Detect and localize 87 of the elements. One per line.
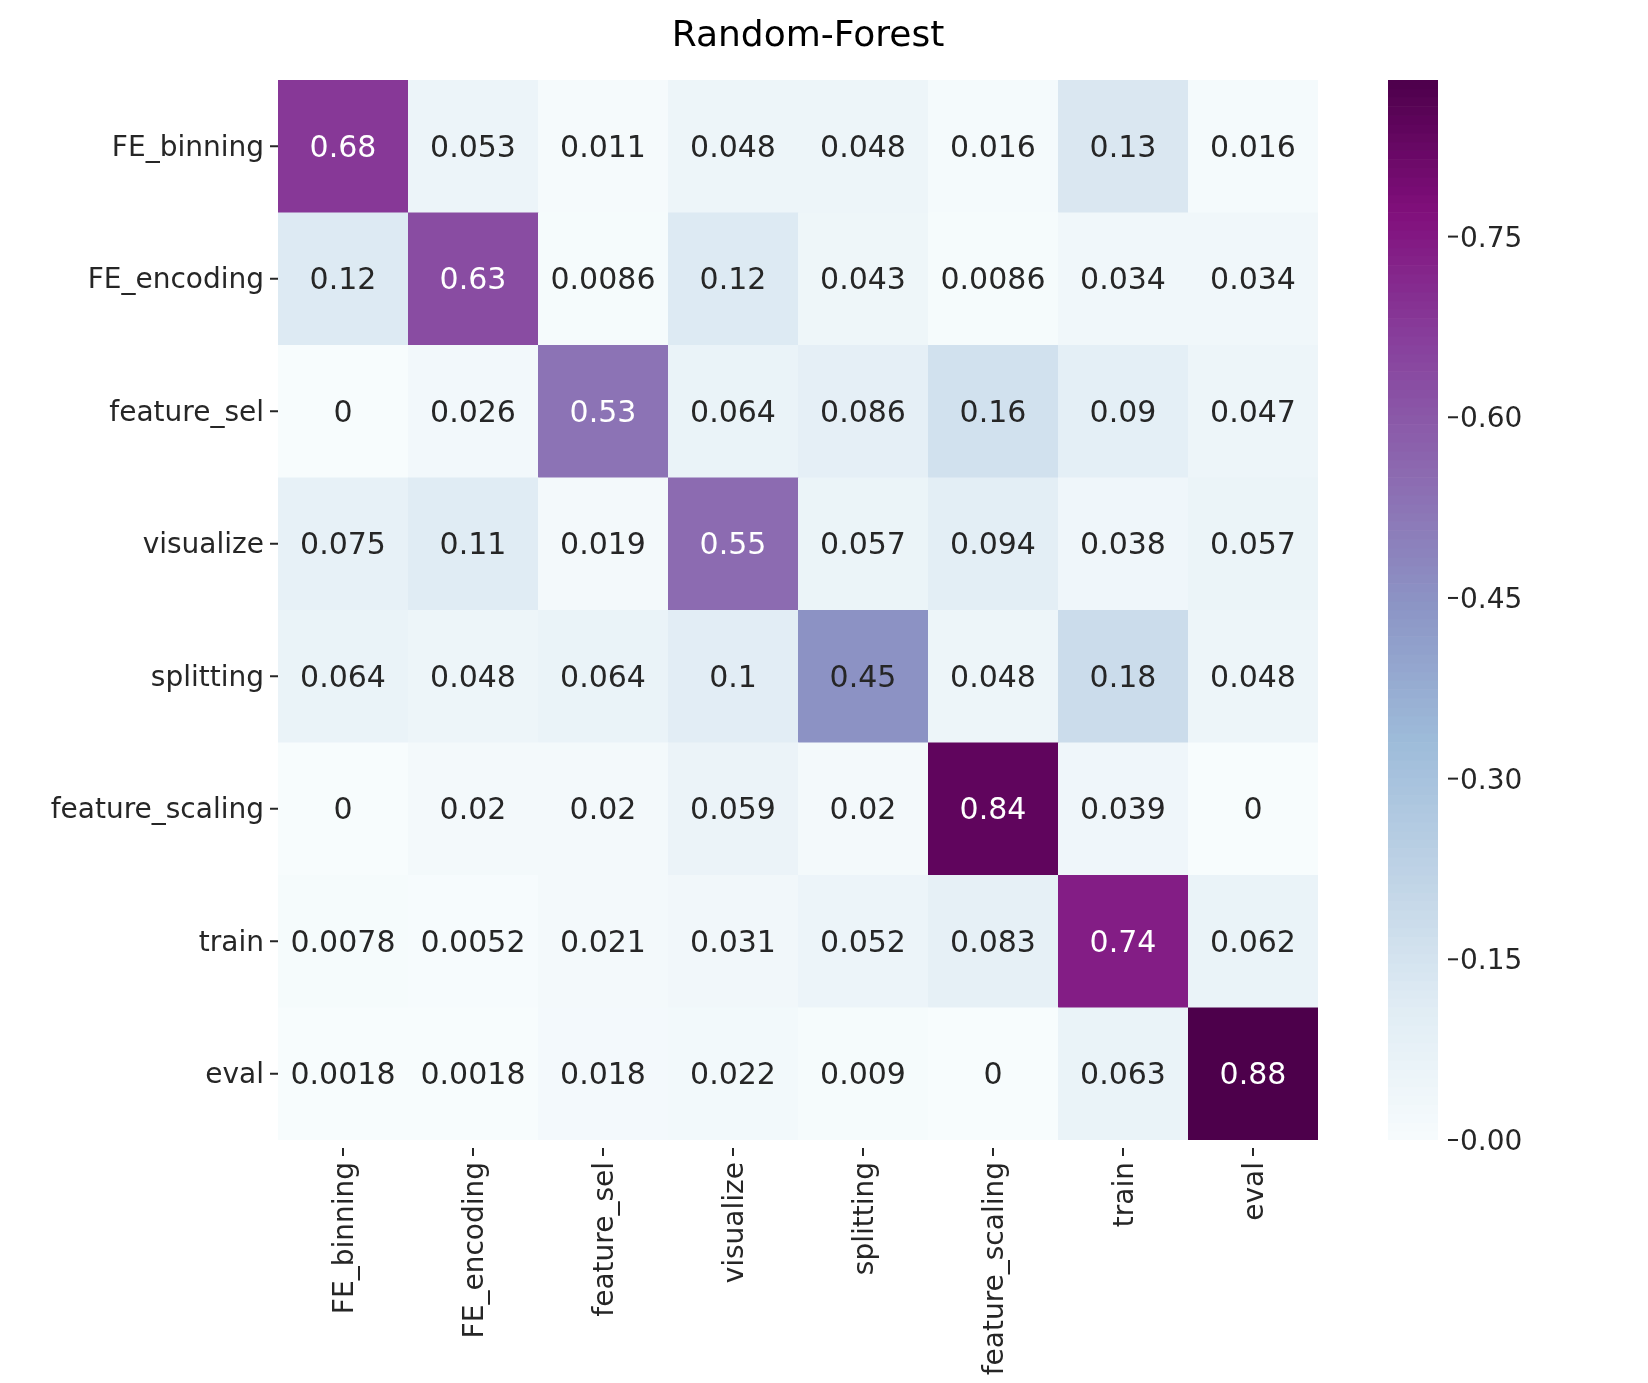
data-label: 0.039 [1080, 791, 1166, 827]
data-label: 0.064 [560, 658, 646, 694]
y-tick-label: feature_scaling [50, 792, 264, 826]
data-label: 0.057 [1210, 526, 1296, 562]
data-label: 0.88 [1219, 1056, 1287, 1092]
data-label: 0.048 [690, 128, 776, 164]
data-label: 0.019 [560, 526, 646, 562]
data-label: 0.0018 [420, 1056, 526, 1092]
data-label: 0.043 [820, 261, 906, 297]
x-tick-label: visualize [716, 1162, 750, 1284]
data-label: 0 [983, 1056, 1003, 1092]
data-label: 0.063 [1080, 1056, 1166, 1092]
data-label: 0.0052 [420, 923, 526, 959]
data-label: 0.13 [1089, 128, 1157, 164]
data-label: 0.016 [950, 128, 1036, 164]
data-label: 0.0086 [940, 261, 1046, 297]
color-bar-label: 0.00 [1460, 1123, 1523, 1157]
data-label: 0.011 [560, 128, 646, 164]
data-label: 0.053 [430, 128, 516, 164]
x-tick-label: FE_binning [326, 1162, 360, 1315]
y-tick-label: feature_sel [109, 394, 264, 428]
data-label: 0.45 [829, 658, 897, 694]
data-label: 0.059 [690, 791, 776, 827]
data-label: 0.0018 [290, 1056, 396, 1092]
data-label: 0.038 [1080, 526, 1166, 562]
data-label: 0.021 [560, 923, 646, 959]
color-bar-label: 0.45 [1460, 581, 1523, 615]
data-label: 0 [333, 393, 353, 429]
data-label: 0.02 [829, 791, 897, 827]
x-tick-label: splitting [846, 1162, 880, 1276]
data-label: 0.0078 [290, 923, 396, 959]
x-tick-label: eval [1236, 1162, 1270, 1221]
x-tick-label: feature_scaling [976, 1162, 1010, 1376]
y-tick-label: visualize [142, 527, 264, 561]
y-tick-label: splitting [150, 659, 264, 693]
data-label: 0.12 [309, 261, 377, 297]
y-tick-label: train [198, 924, 264, 958]
data-label: 0.02 [439, 791, 507, 827]
data-label: 0.047 [1210, 393, 1296, 429]
chart-title: Random-Forest [670, 12, 946, 56]
data-label: 0.016 [1210, 128, 1296, 164]
data-label: 0.094 [950, 526, 1036, 562]
x-tick-label: feature_sel [586, 1162, 620, 1317]
data-label: 0.048 [820, 128, 906, 164]
data-label: 0 [1243, 791, 1263, 827]
data-label: 0.009 [820, 1056, 906, 1092]
data-label: 0.031 [690, 923, 776, 959]
data-label: 0.026 [430, 393, 516, 429]
data-label: 0.018 [560, 1056, 646, 1092]
color-bar-label: 0.15 [1460, 943, 1523, 977]
data-label: 0.1 [709, 658, 757, 694]
x-tick-label: train [1106, 1162, 1140, 1228]
data-label: 0.064 [690, 393, 776, 429]
x-tick-label: FE_encoding [456, 1162, 490, 1339]
y-tick-label: FE_binning [111, 129, 264, 163]
data-label: 0.16 [959, 393, 1027, 429]
color-bar-label: 0.30 [1460, 762, 1523, 796]
data-label: 0.022 [690, 1056, 776, 1092]
data-label: 0.84 [959, 791, 1027, 827]
data-label: 0.048 [1210, 658, 1296, 694]
color-bar-label: 0.75 [1460, 220, 1523, 254]
data-label: 0.02 [569, 791, 637, 827]
data-label: 0.064 [300, 658, 386, 694]
color-bar-label: 0.60 [1460, 401, 1523, 435]
data-label: 0.075 [300, 526, 386, 562]
data-label: 0.062 [1210, 923, 1296, 959]
data-label: 0 [333, 791, 353, 827]
data-label: 0.09 [1089, 393, 1157, 429]
data-label: 0.057 [820, 526, 906, 562]
data-label: 0.18 [1089, 658, 1157, 694]
data-label: 0.12 [699, 261, 767, 297]
data-label: 0.034 [1210, 261, 1296, 297]
data-label: 0.11 [439, 526, 507, 562]
data-label: 0.034 [1080, 261, 1166, 297]
data-label: 0.55 [699, 526, 767, 562]
y-tick-label: eval [205, 1057, 264, 1091]
data-label: 0.68 [309, 128, 377, 164]
data-label: 0.048 [950, 658, 1036, 694]
data-label: 0.052 [820, 923, 906, 959]
data-label: 0.0086 [550, 261, 656, 297]
data-label: 0.74 [1089, 923, 1157, 959]
data-label: 0.048 [430, 658, 516, 694]
data-label: 0.083 [950, 923, 1036, 959]
data-label: 0.086 [820, 393, 906, 429]
data-label: 0.63 [439, 261, 507, 297]
y-tick-label: FE_encoding [87, 262, 264, 296]
data-label: 0.53 [569, 393, 637, 429]
